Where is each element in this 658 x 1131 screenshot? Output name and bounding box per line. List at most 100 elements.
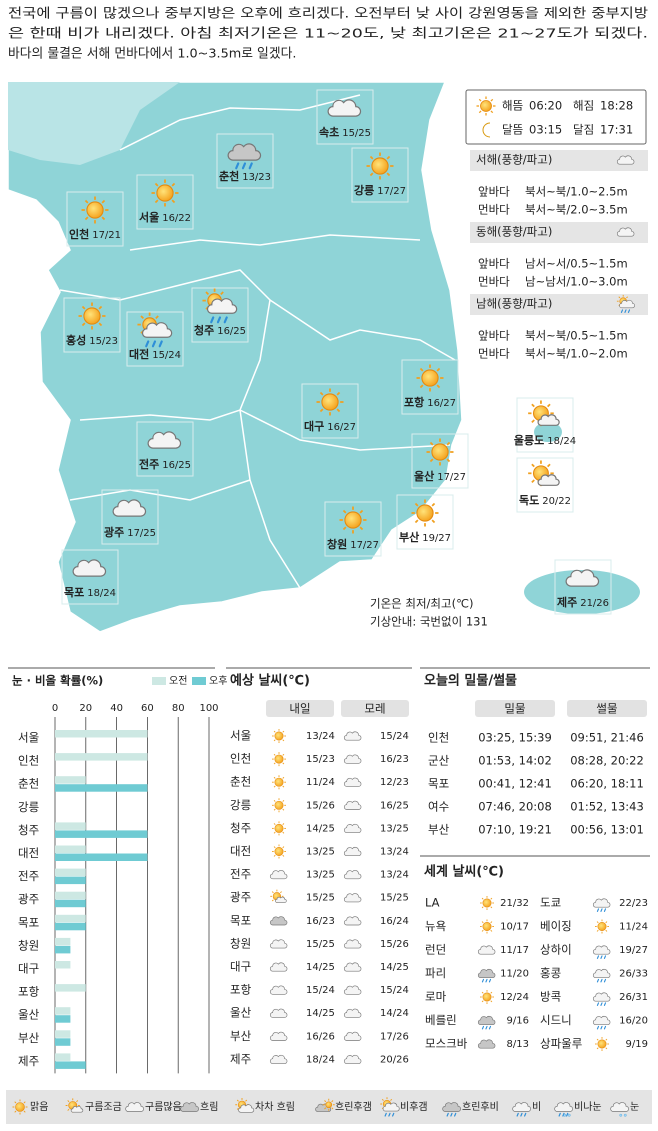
city-name: 목포 <box>230 913 251 927</box>
weather-icon <box>327 99 362 117</box>
world-city: 베를린 <box>425 1013 457 1027</box>
legend-swatch <box>192 677 206 685</box>
bar <box>55 914 86 923</box>
weather-icon <box>595 1037 609 1051</box>
sun-ray <box>547 463 551 468</box>
sun-ray <box>386 155 391 160</box>
sun-ray <box>273 846 276 849</box>
sun <box>156 184 174 202</box>
city-label: 전주 16/25 <box>139 457 191 471</box>
border <box>69 479 251 501</box>
chart-title: 눈 · 비올 확률(%) <box>12 674 103 688</box>
bar <box>55 961 71 969</box>
tide-time: 01:53, 14:02 <box>478 754 552 768</box>
legend-label: 흐림 <box>200 1101 218 1113</box>
city-frame <box>61 549 119 605</box>
weather-icon <box>125 1102 144 1112</box>
legend-label: 비 <box>532 1101 541 1113</box>
weather-icon <box>147 431 182 449</box>
bar <box>55 730 148 738</box>
weather-icon <box>366 152 394 180</box>
world-city: LA <box>425 896 440 910</box>
city-label: 대구 16/27 <box>304 419 356 433</box>
temp: 16/23 <box>306 916 335 927</box>
temp: 19/27 <box>619 945 648 956</box>
sun-ray <box>273 739 276 742</box>
city-frame <box>396 494 454 550</box>
ulleungdo <box>534 422 562 442</box>
sun-ray <box>101 199 106 204</box>
cloud <box>537 414 560 426</box>
sun-ray <box>282 776 285 779</box>
city-label: 강릉 17/27 <box>354 183 406 197</box>
sea-zone: 먼바다 <box>478 347 510 361</box>
temp: 13/25 <box>380 823 409 834</box>
weather-icon <box>343 777 362 787</box>
rain-drop <box>562 1112 565 1117</box>
rain-drop <box>516 1112 519 1117</box>
city-frame <box>516 457 574 513</box>
bar <box>55 891 86 900</box>
city-label: 서울 16/22 <box>139 210 191 224</box>
weather-icon <box>416 364 444 392</box>
weather-icon <box>180 1102 199 1112</box>
city-name: 제주 <box>557 595 577 609</box>
border <box>129 234 421 251</box>
sun-ray <box>81 322 86 327</box>
sea-value: 남~남서/1.0~3.0m <box>525 275 628 289</box>
weather-icon <box>343 1054 362 1064</box>
weather-icon <box>343 731 362 741</box>
city-name: 울산 <box>230 1006 252 1020</box>
city-label: 청주 16/25 <box>194 323 246 337</box>
temp: 16/25 <box>380 800 409 811</box>
sun-ray <box>319 391 324 396</box>
sun-ray <box>282 846 285 849</box>
cloud <box>477 945 496 955</box>
section-title: 예상 날씨(℃) <box>230 673 310 689</box>
weather-icon <box>565 569 600 587</box>
cloud <box>206 298 238 314</box>
rain-drop <box>524 1112 527 1117</box>
weather-icon <box>112 499 147 517</box>
sun-ray <box>478 110 482 114</box>
weather-icon <box>272 844 286 859</box>
y-tick-label: 대구 <box>18 962 39 976</box>
sun-ray <box>531 479 535 483</box>
sun-ray <box>98 322 103 327</box>
weather-icon <box>269 985 288 995</box>
tide-time: 06:20, 18:11 <box>570 777 644 791</box>
sun <box>15 1102 25 1112</box>
sea-header <box>470 222 648 243</box>
sun-ray <box>220 291 224 296</box>
sun-ray <box>490 991 493 994</box>
weather-icon <box>477 969 496 983</box>
sun-ray <box>271 891 274 894</box>
sun <box>344 511 362 529</box>
sun-ray <box>342 526 347 531</box>
tide-time: 09:51, 21:46 <box>570 731 644 745</box>
city-label: 인천 17/21 <box>69 227 121 241</box>
weather-icon <box>480 919 494 934</box>
weather-icon <box>477 1016 496 1030</box>
north-region <box>8 82 180 165</box>
sun-ray <box>282 739 285 742</box>
city-frame <box>401 359 459 415</box>
city-name: 청주 <box>194 323 214 337</box>
cloud <box>343 847 362 857</box>
weather-icon <box>269 1031 288 1041</box>
tide-time: 03:25, 15:39 <box>478 731 552 745</box>
sun-ray <box>547 403 551 408</box>
city-name: 강릉 <box>230 798 251 812</box>
rain-drop <box>384 1112 387 1117</box>
x-tick-label: 60 <box>141 703 154 714</box>
temp: 11/20 <box>500 969 529 980</box>
city-label: 포항 16/27 <box>404 395 456 409</box>
sun-ray <box>171 182 176 187</box>
weather-icon <box>269 1054 288 1064</box>
sun-ray <box>490 98 494 102</box>
cloud <box>269 962 288 972</box>
sun <box>274 754 284 764</box>
cloud <box>610 1102 629 1112</box>
sun-ray <box>605 921 608 924</box>
